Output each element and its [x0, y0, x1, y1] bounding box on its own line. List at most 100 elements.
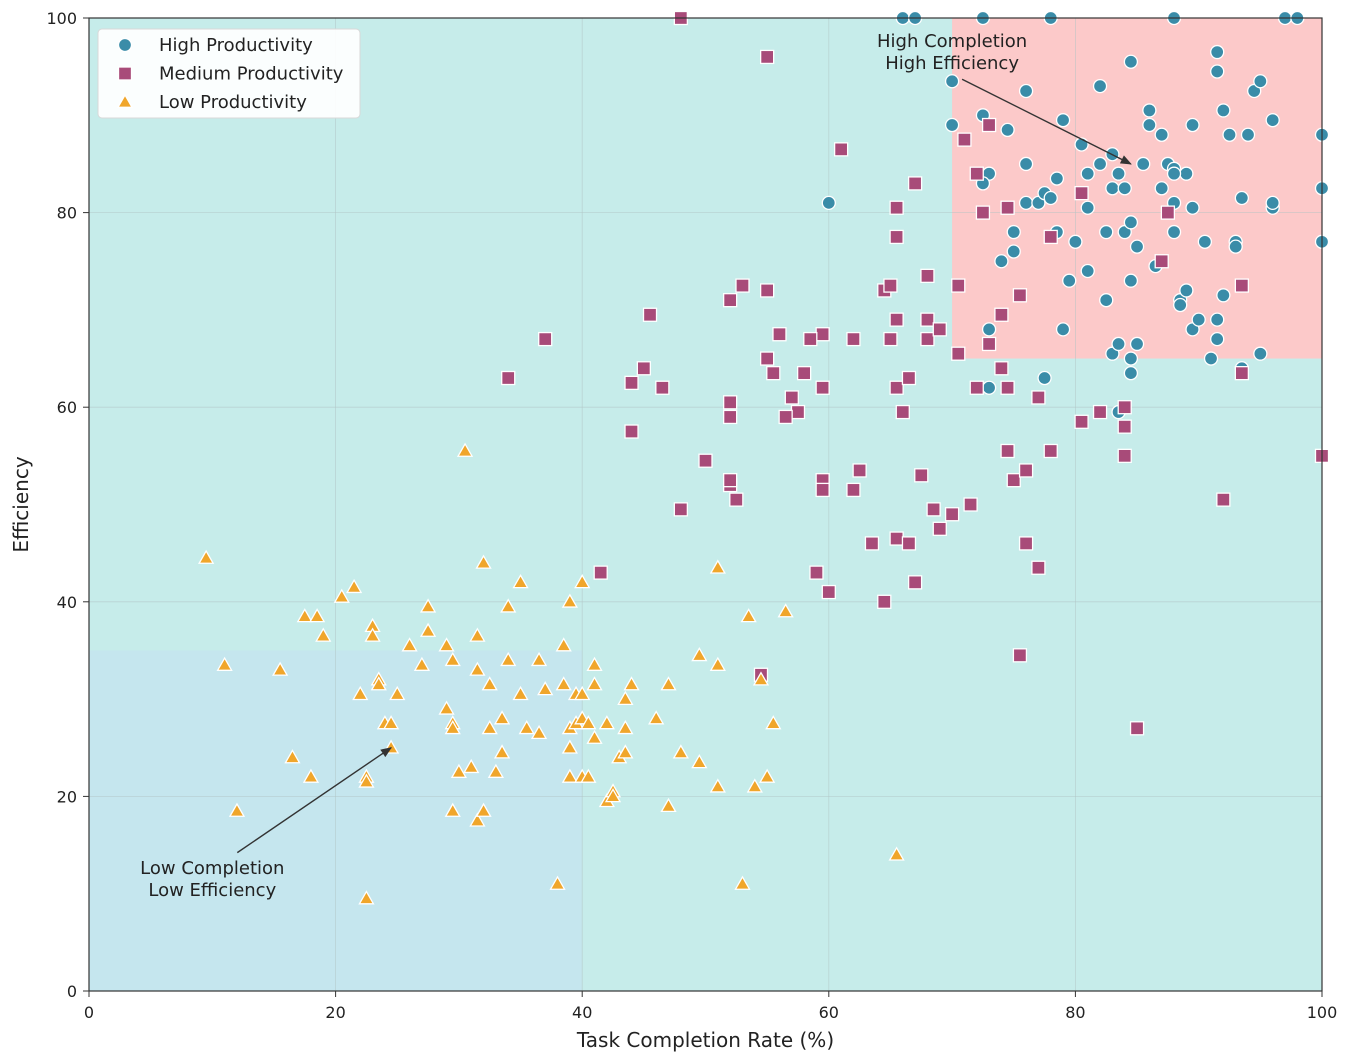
data-point-triangle — [352, 685, 369, 701]
plot-frame — [88, 17, 1323, 992]
data-point-circle — [1216, 103, 1231, 118]
data-point-square — [864, 536, 880, 551]
data-point-triangle — [746, 778, 763, 793]
data-point-square — [1154, 254, 1169, 269]
data-point-circle — [1179, 166, 1194, 181]
data-point-triangle — [469, 661, 486, 676]
data-point-circle — [1092, 78, 1108, 94]
data-point-triangle — [358, 773, 375, 788]
data-point-triangle — [709, 656, 726, 671]
data-point-square — [803, 331, 818, 347]
data-point-circle — [1123, 54, 1139, 69]
data-point-circle — [1123, 215, 1139, 230]
data-point-triangle — [216, 656, 233, 671]
data-point-circle — [1018, 156, 1034, 172]
data-point-square — [809, 565, 824, 580]
data-point-square — [994, 361, 1009, 376]
data-point-circle — [1210, 312, 1225, 327]
data-point-triangle — [648, 710, 665, 725]
data-point-circle — [1234, 190, 1250, 206]
data-point-triangle — [512, 685, 529, 701]
x-tick-label: 20 — [325, 1003, 345, 1022]
data-point-circle — [944, 74, 960, 89]
data-point-square — [1031, 560, 1046, 575]
data-point-triangle — [389, 685, 406, 701]
data-point-triangle — [475, 554, 492, 569]
data-point-square — [760, 49, 775, 65]
annotation-text: High Efficiency — [885, 53, 1019, 74]
data-point-square — [846, 331, 861, 347]
data-point-circle — [1006, 224, 1021, 240]
data-point-triangle — [500, 651, 517, 667]
data-point-triangle — [574, 574, 591, 589]
data-point-circle — [1142, 103, 1157, 118]
data-point-circle — [1117, 181, 1132, 196]
data-point-square — [920, 331, 935, 347]
data-point-triangle — [463, 758, 480, 774]
data-point-triangle — [574, 685, 591, 701]
series-square — [501, 10, 1330, 736]
data-point-circle — [1216, 288, 1231, 303]
data-point-circle — [1043, 190, 1058, 206]
annotation-arrow-0 — [961, 78, 1132, 165]
data-point-triangle — [518, 719, 535, 735]
data-point-square — [852, 463, 867, 478]
data-point-circle — [994, 254, 1009, 269]
data-point-triangle — [555, 637, 572, 652]
data-point-circle — [1123, 365, 1139, 381]
data-point-triangle — [530, 651, 548, 667]
data-point-circle — [1018, 83, 1034, 99]
x-tick-label: 80 — [1065, 1003, 1085, 1022]
data-point-triangle — [469, 627, 486, 642]
data-points — [198, 10, 1330, 905]
data-point-triangle — [500, 598, 517, 613]
data-point-triangle — [660, 797, 677, 813]
data-point-square — [796, 365, 812, 381]
data-point-circle — [1197, 234, 1213, 249]
data-point-square — [889, 312, 904, 327]
data-point-square — [723, 395, 738, 410]
data-point-triangle — [586, 656, 603, 671]
data-point-triangle — [296, 608, 313, 623]
data-point-circle — [1136, 156, 1151, 172]
data-point-circle — [1154, 181, 1169, 196]
annotation-text: Low Completion — [140, 858, 284, 879]
data-point-square — [1117, 419, 1132, 434]
data-point-circle — [1099, 293, 1114, 308]
data-point-square — [1216, 492, 1231, 507]
data-point-triangle — [469, 812, 486, 827]
data-point-circle — [1228, 239, 1243, 254]
data-point-square — [981, 117, 997, 133]
data-point-square — [729, 492, 744, 507]
data-point-circle — [1166, 224, 1182, 240]
data-point-triangle — [512, 574, 529, 589]
data-point-square — [901, 370, 917, 386]
data-point-square — [889, 200, 904, 215]
data-point-circle — [1210, 331, 1225, 347]
data-point-square — [963, 497, 978, 512]
data-point-circle — [1173, 297, 1188, 313]
data-point-square — [1234, 278, 1250, 293]
data-point-triangle — [413, 656, 431, 671]
data-point-square — [920, 312, 935, 327]
data-point-circle — [1080, 263, 1095, 279]
annotation-arrow-1 — [236, 747, 393, 854]
legend-marker-circle — [117, 37, 133, 53]
data-point-triangle — [561, 768, 578, 783]
data-point-triangle — [419, 622, 437, 637]
data-point-square — [1074, 414, 1089, 429]
data-point-square — [901, 536, 917, 551]
data-point-circle — [1210, 44, 1225, 60]
data-point-square — [877, 594, 892, 609]
data-point-square — [944, 507, 960, 522]
data-point-triangle — [271, 661, 289, 676]
y-axis-label: Efficiency — [9, 456, 33, 553]
data-point-triangle — [370, 676, 387, 691]
data-point-square — [821, 584, 836, 600]
data-point-triangle — [617, 744, 634, 759]
data-point-square — [642, 307, 658, 322]
x-tick-label: 40 — [572, 1003, 592, 1022]
data-point-triangle — [888, 846, 905, 861]
data-point-circle — [1037, 370, 1052, 386]
data-point-circle — [1111, 336, 1126, 352]
